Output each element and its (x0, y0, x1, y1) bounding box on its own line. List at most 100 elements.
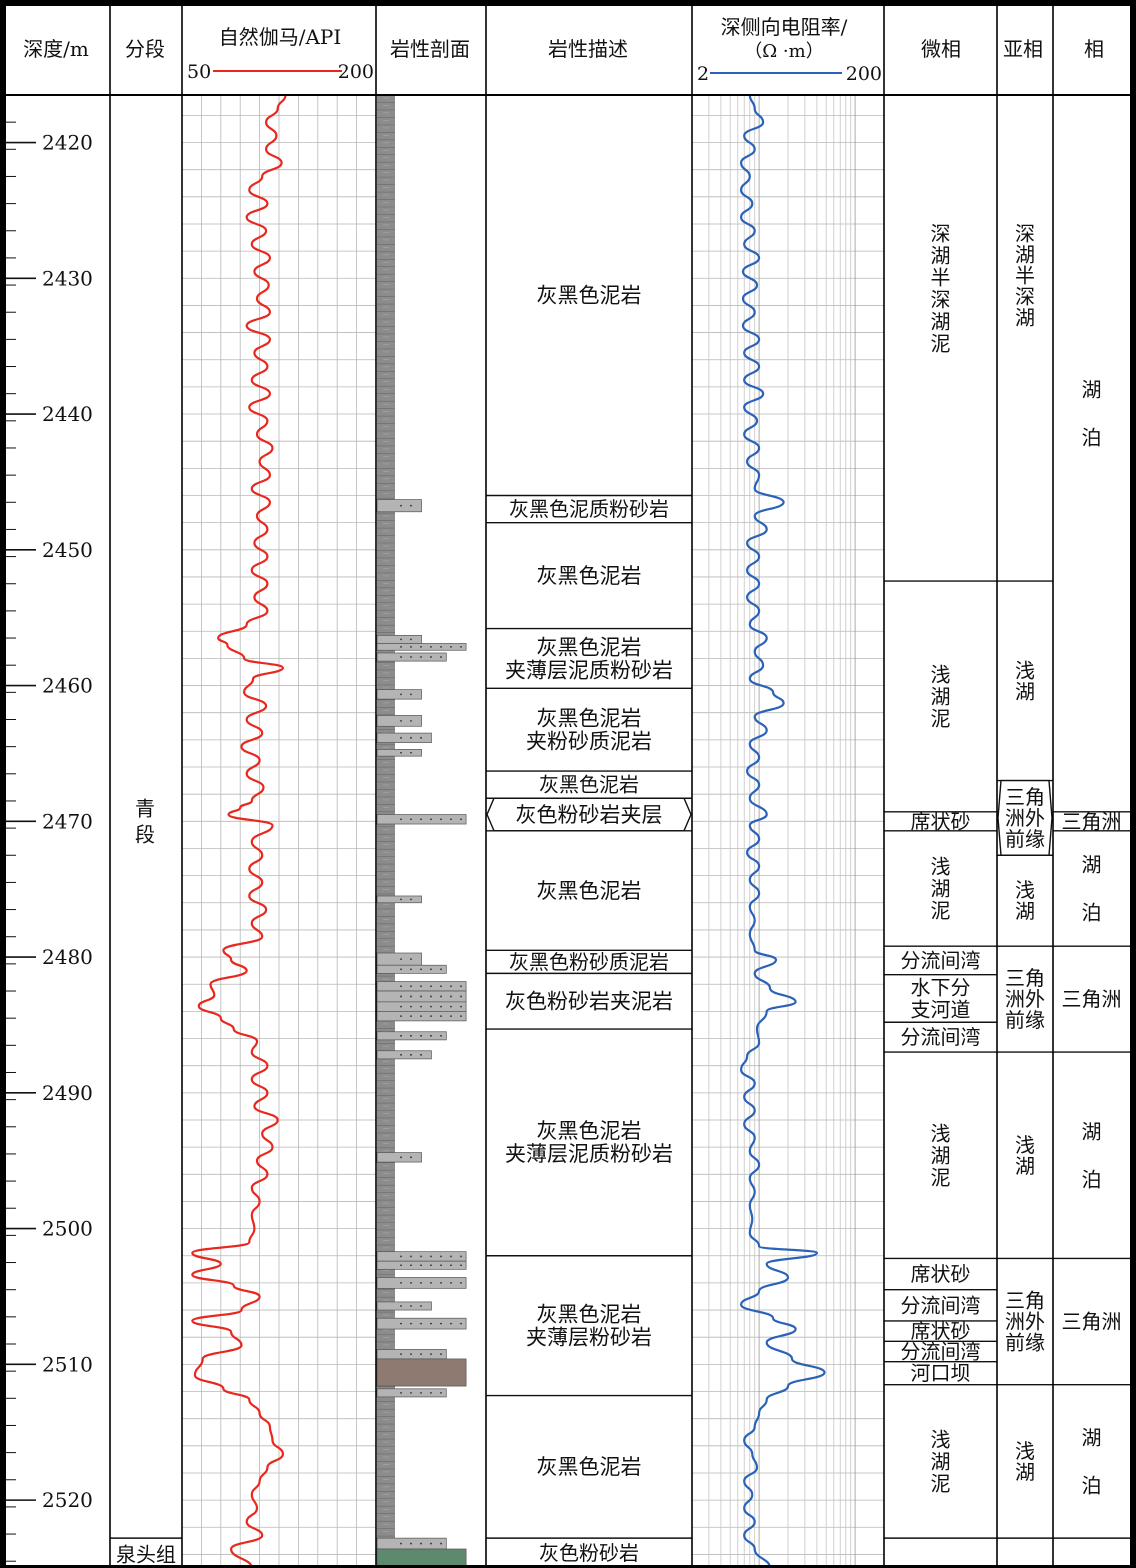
lith-desc-label-line: 灰色粉砂岩夹层 (516, 803, 663, 827)
lith-silt-dot (410, 1264, 412, 1267)
lith-desc-label-line: 灰黑色泥质粉砂岩 (509, 497, 669, 521)
microfacies-label-line: 席状砂 (911, 1319, 971, 1343)
lith-silt-dot (400, 1322, 402, 1325)
lith-silt-dot (400, 1391, 402, 1394)
lith-desc-label-line: 灰黑色泥岩 (537, 707, 642, 731)
facies-label: 三角洲 (1062, 1310, 1122, 1334)
lith-silt-dot (410, 1542, 412, 1545)
depth-tick-label: 2470 (42, 809, 93, 833)
lith-desc-label: 灰黑色泥岩夹粉砂质泥岩 (526, 707, 652, 754)
lith-desc-label: 灰黑色泥岩 (537, 879, 642, 903)
lith-silt-dot (400, 719, 402, 722)
lith-silt-dot (410, 898, 412, 901)
facies-label-line: 湖 (1082, 1119, 1102, 1143)
lith-silt-dot (440, 985, 442, 988)
microfacies-label-line: 泥 (931, 706, 951, 730)
lith-silt-dot (450, 1264, 452, 1267)
facies-label-line: 三角洲 (1062, 809, 1122, 833)
lith-silt-dot (410, 1305, 412, 1307)
lith-desc-label-line: 灰黑色泥岩 (537, 1119, 642, 1143)
microfacies-label: 席状砂 (911, 1319, 971, 1343)
lith-bed (376, 952, 422, 966)
subfacies-label-line: 三角 (1005, 1289, 1045, 1313)
lith-silt-dot (420, 656, 422, 658)
facies-label-line: 泊 (1082, 426, 1102, 450)
lith-silt-dot (410, 693, 412, 696)
lith-desc-label-line: 灰黑色粉砂质泥岩 (509, 950, 669, 974)
lith-silt-dot (410, 1034, 412, 1037)
lith-bed (376, 1301, 432, 1311)
lith-desc-label-line: 灰黑色泥岩 (537, 879, 642, 903)
lith-silt-dot (420, 1255, 422, 1258)
depth-tick-label: 2490 (42, 1081, 93, 1105)
subfacies-label-line: 深 (1015, 285, 1035, 309)
microfacies-label-line: 席状砂 (911, 809, 971, 833)
lith-silt-dot (450, 645, 452, 648)
lith-silt-dot (400, 736, 402, 739)
lith-silt-dot (450, 1282, 452, 1284)
lith-desc-label: 灰色粉砂岩夹层 (516, 803, 663, 827)
lith-silt-dot (430, 985, 432, 988)
header-depth: 深度/m (23, 37, 89, 61)
depth-tick-label: 2450 (42, 538, 93, 562)
lith-silt-dot (410, 656, 412, 658)
lithology-description-column: 灰黑色泥岩灰黑色泥质粉砂岩灰黑色泥岩灰黑色泥岩夹薄层泥质粉砂岩灰黑色泥岩夹粉砂质… (486, 284, 692, 1565)
microfacies-label: 席状砂 (911, 1262, 971, 1286)
facies-label: 湖泊 (1082, 853, 1102, 925)
lith-silt-dot (410, 1255, 412, 1258)
lith-bed (376, 634, 422, 644)
lith-silt-dot (440, 1264, 442, 1267)
lith-desc-label: 灰黑色泥岩 (537, 1455, 642, 1479)
lith-silt-dot (430, 1391, 432, 1394)
lith-desc-label-line: 夹薄层粉砂岩 (526, 1326, 652, 1350)
lith-silt-dot (410, 1353, 412, 1356)
microfacies-label: 深湖半深湖泥 (931, 222, 951, 356)
facies-columns: 深湖半深湖泥浅湖泥席状砂浅湖泥分流间湾水下分支河道分流间湾浅湖泥席状砂分流间湾席… (884, 222, 1130, 1539)
microfacies-label-line: 深 (931, 222, 951, 246)
lith-silt-dot (410, 1391, 412, 1394)
subfacies-label: 浅湖 (1015, 1439, 1035, 1484)
lith-desc-label-line: 灰黑色泥岩 (537, 635, 642, 659)
lith-silt-dot (460, 1264, 462, 1267)
lith-silt-dot (400, 1255, 402, 1258)
microfacies-label-line: 浅 (931, 1427, 951, 1451)
lith-silt-dot (410, 1005, 412, 1008)
lith-silt-dot (400, 1015, 402, 1018)
microfacies-label-line: 水下分 (911, 975, 971, 999)
lith-desc-label-line: 灰黑色泥岩 (539, 773, 639, 797)
depth-tick-label: 2480 (42, 945, 93, 969)
lith-silt-dot (400, 995, 402, 998)
lith-silt-dot (400, 958, 402, 961)
lith-silt-dot (460, 995, 462, 998)
subfacies-label-line: 洲外 (1005, 987, 1045, 1011)
lith-silt-dot (430, 1353, 432, 1356)
lith-silt-dot (400, 1542, 402, 1545)
lith-silt-dot (420, 1322, 422, 1325)
lith-silt-dot (410, 736, 412, 739)
lith-desc-label-line: 灰色粉砂岩 (539, 1541, 639, 1565)
subfacies-label-line: 前缘 (1005, 1331, 1045, 1355)
lith-silt-dot (420, 645, 422, 648)
microfacies-label-line: 席状砂 (911, 1262, 971, 1286)
lith-silt-dot (420, 1015, 422, 1018)
depth-tick-label: 2510 (42, 1352, 93, 1376)
facies-label-line: 三角洲 (1062, 987, 1122, 1011)
depth-tick-label: 2420 (42, 131, 93, 155)
lith-silt-dot (450, 985, 452, 988)
lith-silt-dot (460, 1005, 462, 1008)
header-subfacies: 亚相 (1003, 37, 1043, 61)
lith-desc-label: 灰黑色泥岩 (537, 564, 642, 588)
microfacies-label: 水下分支河道 (911, 975, 971, 1021)
lith-desc-label-line: 夹薄层泥质粉砂岩 (505, 658, 673, 682)
lith-desc-label-line: 灰黑色泥岩 (537, 1303, 642, 1327)
lith-silt-dot (420, 1305, 422, 1307)
facies-label: 三角洲 (1062, 987, 1122, 1011)
lith-silt-dot (430, 1322, 432, 1325)
subfacies-label: 三角洲外前缘 (1005, 966, 1045, 1032)
microfacies-label: 浅湖泥 (931, 855, 951, 923)
lith-silt-dot (430, 1255, 432, 1258)
gamma-ray-curve (191, 94, 287, 1568)
microfacies-label-line: 泥 (931, 1471, 951, 1495)
